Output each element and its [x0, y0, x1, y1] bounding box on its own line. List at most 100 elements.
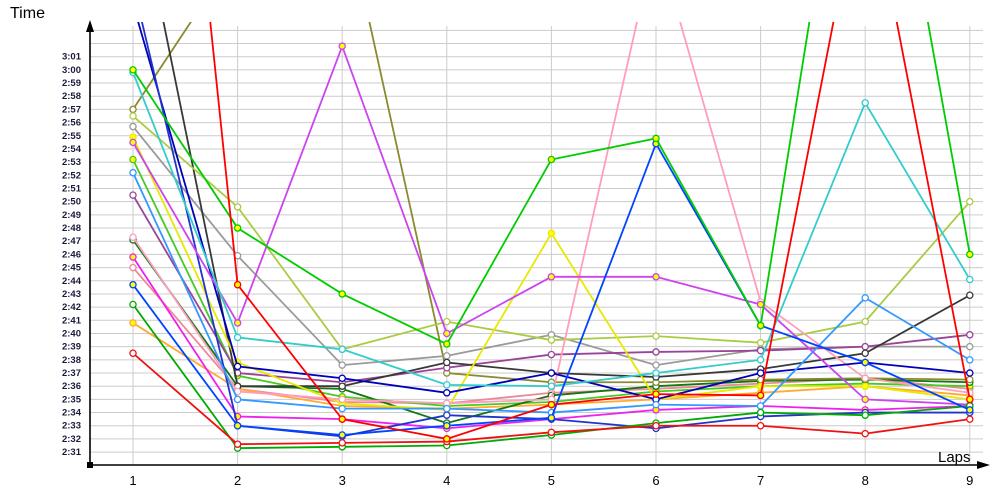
data-point-green-bright-lap6 [652, 134, 660, 143]
data-point-red-low-lap6 [652, 421, 660, 430]
data-point-red-spike-lap6 [652, 390, 660, 398]
data-point-purple-lap1 [129, 191, 137, 199]
data-point-pink-lap1 [129, 233, 137, 242]
data-point-violet-lap8 [861, 395, 869, 404]
data-point-green-low-lap7 [756, 408, 765, 417]
svg-text:2:52: 2:52 [62, 170, 81, 181]
data-point-yellowgreen-lap6 [652, 332, 660, 340]
data-point-cyan-lap7 [756, 356, 765, 364]
svg-text:1: 1 [129, 473, 136, 488]
y-axis-tick-labels: 3:01 3:00 2:59 2:58 2:57 2:56 2:55 2:54 2:53 2:52… [62, 52, 82, 458]
svg-text:7: 7 [757, 473, 764, 488]
svg-text:2:47: 2:47 [62, 236, 81, 247]
svg-text:4: 4 [443, 473, 450, 488]
data-point-gray-lap4 [443, 352, 451, 360]
data-point-yellowgreen-lap7 [756, 338, 765, 347]
data-point-red-spike-lap5 [547, 400, 556, 409]
data-point-red-low-lap1 [129, 349, 137, 357]
data-point-navy-a-lap2 [233, 362, 242, 371]
data-point-navy-a-lap9 [966, 369, 974, 377]
svg-text:2:32: 2:32 [62, 434, 81, 445]
data-point-lightblue-lap1 [129, 168, 137, 177]
data-point-violet-lap6 [652, 273, 660, 281]
data-point-cyan-lap4 [443, 381, 451, 389]
data-point-lightblue-lap2 [233, 395, 242, 404]
data-point-gray-lap3 [338, 361, 346, 369]
data-point-red-spike-lap7 [756, 391, 765, 400]
data-point-blue-bright-lap8 [861, 358, 869, 367]
data-point-red-spike-lap9 [966, 395, 974, 404]
svg-text:2:48: 2:48 [62, 223, 81, 234]
data-point-cyan-lap5 [547, 382, 556, 390]
data-point-orange-lap1 [129, 319, 137, 327]
data-point-lightblue-lap8 [861, 294, 869, 302]
data-point-purple-lap9 [966, 331, 974, 339]
data-point-navy-a-lap7 [756, 369, 765, 377]
data-point-gray-lap1 [129, 122, 137, 131]
data-point-olive-lap9 [966, 375, 974, 384]
data-point-pink-lap8 [861, 374, 869, 383]
data-point-green-bright-lap3 [338, 290, 346, 298]
data-point-yellowgreen-lap1 [129, 112, 137, 120]
data-point-red-spike-lap2 [233, 280, 242, 289]
data-point-yellowgreen-lap4 [443, 317, 451, 326]
data-point-black-lap4 [443, 358, 451, 367]
data-point-green-bright-lap5 [547, 155, 556, 164]
data-point-blue-bright-lap9 [966, 406, 974, 414]
data-point-yellowgreen-lap9 [966, 197, 974, 206]
data-point-blue-bright-lap4 [443, 421, 451, 430]
data-point-lightblue-lap7 [756, 402, 765, 410]
data-point-olive-lap1 [129, 105, 137, 114]
data-point-cyan-lap3 [338, 345, 346, 354]
data-point-violet-lap2 [233, 319, 242, 327]
svg-text:6: 6 [652, 473, 659, 488]
svg-text:3:01: 3:01 [62, 52, 82, 63]
data-point-red-low-lap2 [233, 440, 242, 448]
svg-text:2:55: 2:55 [62, 131, 82, 142]
data-point-black-lap9 [966, 291, 974, 300]
data-point-gray-lap6 [652, 361, 660, 369]
data-point-lightblue-lap6 [652, 400, 660, 409]
data-point-cyan-lap6 [652, 369, 660, 377]
x-axis-tick-labels: 1 2 3 4 5 6 7 8 9 [129, 473, 973, 488]
data-point-red-low-lap7 [756, 421, 765, 430]
svg-text:2:51: 2:51 [62, 184, 82, 195]
svg-text:2:45: 2:45 [62, 263, 82, 274]
data-point-violet-lap5 [547, 273, 556, 281]
svg-text:2:43: 2:43 [62, 289, 81, 300]
data-point-black-lap3 [338, 382, 346, 390]
axes [86, 20, 990, 469]
data-point-lightblue-lap3 [338, 404, 346, 413]
data-point-navy-a-lap3 [338, 374, 346, 383]
data-point-blue-bright-lap2 [233, 421, 242, 430]
svg-text:2:34: 2:34 [62, 408, 82, 419]
data-point-red-spike-lap4 [443, 435, 451, 443]
svg-text:2:41: 2:41 [62, 315, 82, 326]
svg-text:2:59: 2:59 [62, 78, 81, 89]
svg-text:2:46: 2:46 [62, 249, 81, 260]
svg-text:2:58: 2:58 [62, 91, 81, 102]
data-point-lightblue-lap9 [966, 356, 974, 364]
data-point-yellowgreen-lap5 [547, 336, 556, 344]
svg-text:3: 3 [339, 473, 346, 488]
data-point-green-low-lap8 [861, 411, 869, 419]
svg-text:2:35: 2:35 [62, 394, 82, 405]
data-point-purple-lap8 [861, 342, 869, 351]
svg-text:2:44: 2:44 [62, 276, 82, 287]
data-point-violet-lap4 [443, 329, 451, 338]
data-point-navy-b-lap4 [443, 411, 451, 419]
svg-text:2:38: 2:38 [62, 355, 81, 366]
data-point-violet-lap3 [338, 42, 346, 50]
data-point-gray-lap9 [966, 342, 974, 351]
data-point-blue-bright-lap5 [547, 414, 556, 422]
svg-text:2: 2 [234, 473, 241, 488]
data-point-cyan-lap2 [233, 333, 242, 342]
data-point-red-low-lap8 [861, 429, 869, 438]
data-point-purple-lap6 [652, 348, 660, 356]
data-point-yellowgreen-lap2 [233, 203, 242, 211]
data-point-pink-lap3 [338, 395, 346, 404]
data-point-green-bright-lap1 [129, 66, 137, 74]
svg-text:2:42: 2:42 [62, 302, 81, 313]
data-point-black-lap8 [861, 349, 869, 357]
